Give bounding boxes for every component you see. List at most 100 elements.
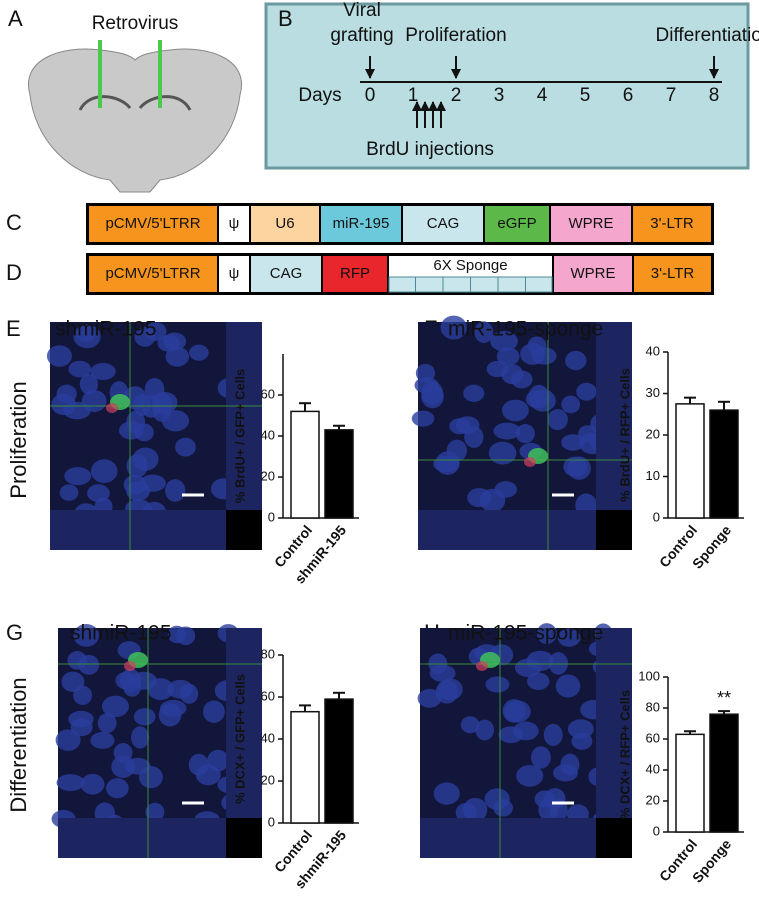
nucleus xyxy=(488,441,517,465)
nucleus xyxy=(56,774,85,792)
significance-label: ** xyxy=(717,688,731,708)
y-tick-label: 60 xyxy=(646,730,660,745)
chart-title: shmiR-195 xyxy=(55,318,157,341)
y-tick-label: 40 xyxy=(261,730,275,745)
bar xyxy=(675,403,705,519)
nucleus xyxy=(513,721,539,741)
brain-slice xyxy=(27,48,243,193)
event-label: grafting xyxy=(330,25,393,46)
row-label: Proliferation xyxy=(6,381,31,498)
construct-label: CAG xyxy=(270,265,303,282)
event-label: Differentiation xyxy=(656,25,759,46)
bar xyxy=(290,710,320,824)
nucleus xyxy=(64,467,92,486)
nucleus xyxy=(73,685,93,705)
nucleus xyxy=(462,797,488,822)
y-tick-label: 20 xyxy=(261,772,275,787)
y-tick-label: 40 xyxy=(646,761,660,776)
nucleus xyxy=(73,623,100,647)
nucleus xyxy=(511,370,533,389)
nucleus xyxy=(485,676,510,693)
nucleus xyxy=(131,726,150,749)
panel-letter: A xyxy=(8,6,23,31)
nucleus xyxy=(493,799,514,817)
corner xyxy=(596,510,632,550)
day-label: 0 xyxy=(365,85,376,106)
y-tick-label: 0 xyxy=(653,509,660,524)
construct-label: ψ xyxy=(229,215,240,232)
day-label: 8 xyxy=(709,85,720,106)
chart-title: miR-195-sponge xyxy=(448,622,603,645)
nucleus xyxy=(167,679,194,699)
event-label: Viral xyxy=(343,0,381,21)
panel-letter: G xyxy=(6,620,23,645)
nucleus xyxy=(97,713,117,734)
construct-segment xyxy=(634,256,711,292)
nucleus xyxy=(433,782,460,805)
day-label: 5 xyxy=(580,85,591,106)
nucleus xyxy=(195,764,221,786)
y-axis-label: % BrdU+ / GFP+ Cells xyxy=(232,369,247,503)
nucleus xyxy=(111,755,135,778)
nucleus xyxy=(46,345,72,367)
construct-segment xyxy=(89,256,217,292)
construct-segment xyxy=(551,206,631,242)
brain-illustration xyxy=(27,40,243,193)
bar xyxy=(324,429,354,519)
nucleus xyxy=(415,363,436,383)
micrograph xyxy=(51,623,262,858)
nucleus xyxy=(203,700,225,723)
day-label: 7 xyxy=(666,85,677,106)
y-tick-label: 20 xyxy=(646,792,660,807)
y-tick-label: 60 xyxy=(261,688,275,703)
brdu-arrows xyxy=(412,101,446,128)
y-tick-label: 0 xyxy=(653,823,660,838)
construct-label: U6 xyxy=(275,215,294,232)
construct-label: 3'-LTR xyxy=(651,265,695,282)
construct-label: miR-195 xyxy=(333,215,390,232)
nucleus xyxy=(440,315,467,340)
nucleus xyxy=(134,326,156,347)
nucleus xyxy=(486,360,509,378)
construct-label: eGFP xyxy=(497,215,536,232)
construct-segment xyxy=(251,206,319,242)
nucleus xyxy=(567,719,594,739)
nucleus xyxy=(78,654,100,675)
day-label: 3 xyxy=(494,85,505,106)
panel-a-label: Retrovirus xyxy=(92,13,179,34)
nucleus xyxy=(527,672,550,691)
nucleus xyxy=(567,456,591,480)
nucleus xyxy=(165,479,186,502)
nucleus xyxy=(160,699,187,717)
nucleus xyxy=(165,346,190,367)
nucleus xyxy=(161,410,190,432)
nucleus xyxy=(139,474,166,492)
y-tick-label: 20 xyxy=(646,426,660,441)
construct-label: WPRE xyxy=(571,265,616,282)
micrograph xyxy=(46,322,262,550)
nucleus xyxy=(502,699,526,723)
nucleus xyxy=(557,628,581,647)
nucleus xyxy=(435,451,460,475)
construct-segment xyxy=(633,206,711,242)
chart-title: shmiR-195 xyxy=(70,622,172,645)
side-view xyxy=(596,322,632,510)
construct-segment xyxy=(403,206,483,242)
construct-label: 3'-LTR xyxy=(650,215,694,232)
nucleus xyxy=(475,719,495,741)
construct-segment xyxy=(554,256,632,292)
y-tick-label: 80 xyxy=(261,646,275,661)
nucleus xyxy=(132,447,159,471)
nucleus xyxy=(530,746,551,769)
nucleus xyxy=(417,689,442,708)
nucleus xyxy=(501,399,529,422)
nucleus xyxy=(565,350,587,371)
corner xyxy=(226,818,262,858)
construct-label: RFP xyxy=(340,265,370,282)
nucleus xyxy=(189,344,209,361)
construct-segment xyxy=(219,256,249,292)
panel-letter: D xyxy=(6,260,22,285)
nucleus xyxy=(515,424,536,444)
panel-letter: B xyxy=(278,6,293,31)
hippocampus xyxy=(78,95,192,111)
